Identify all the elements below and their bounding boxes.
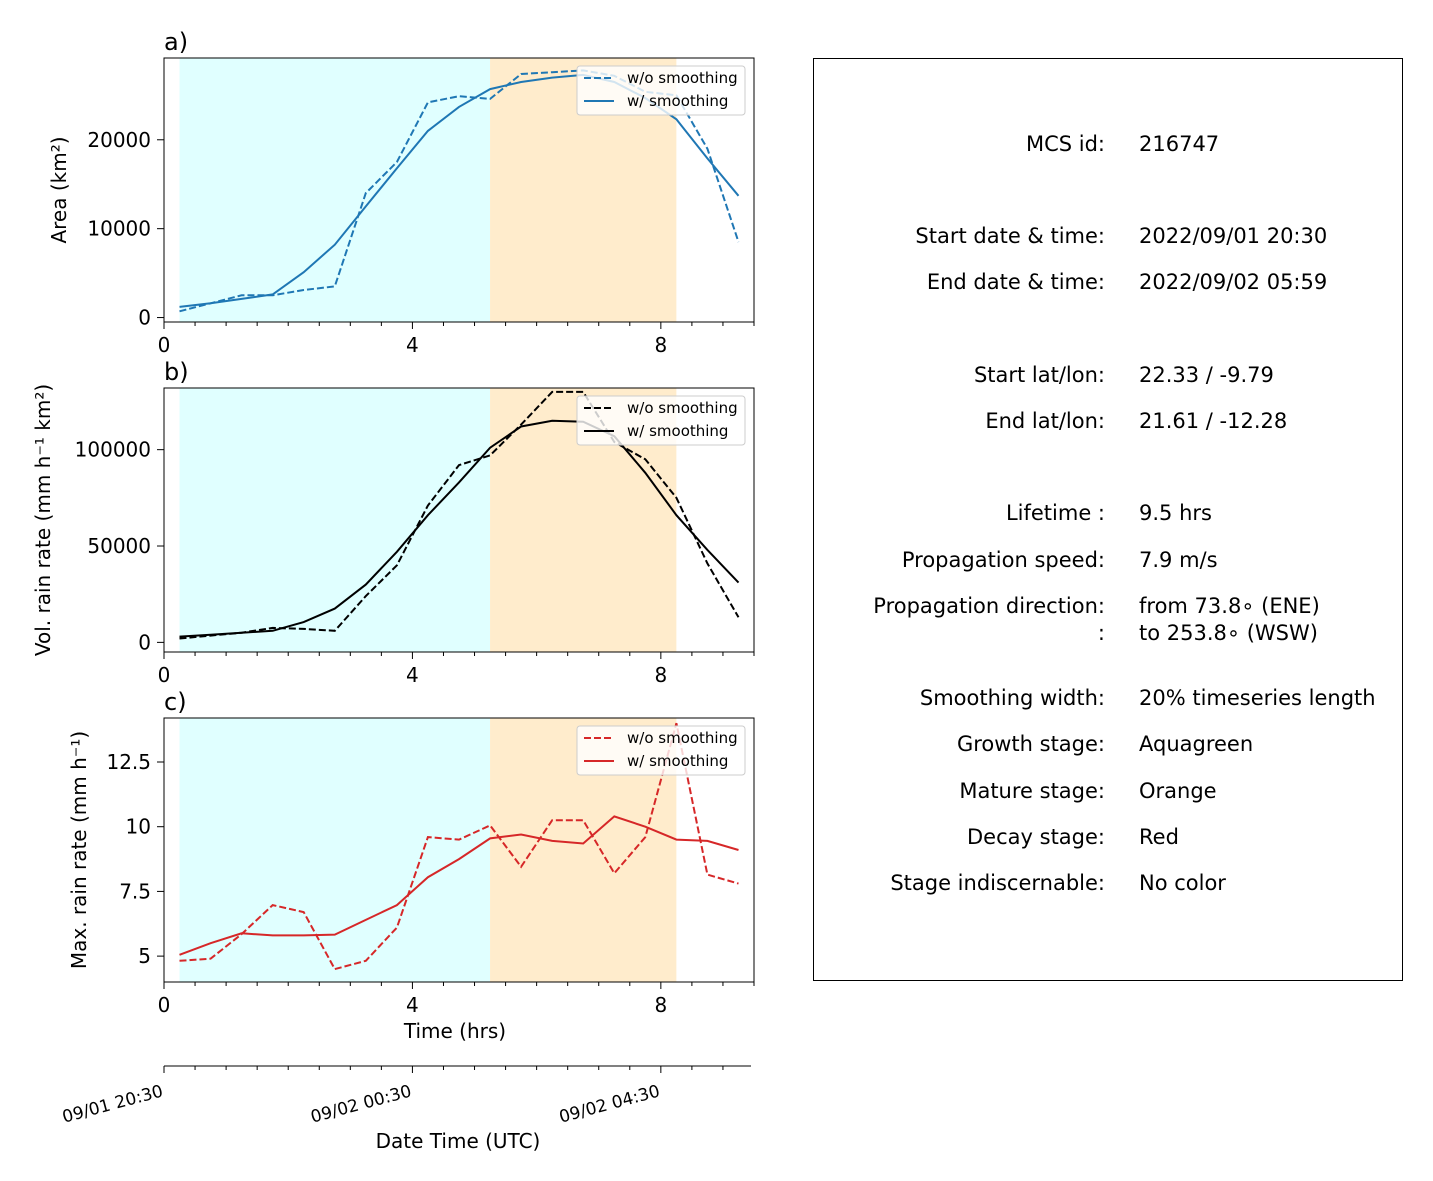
chart-panel-3: 0 4 8 5 7.5 10 12.5 c) Max. rain rate (mm h⁻¹) Ti…	[67, 688, 755, 1043]
info-value: 216747	[1139, 132, 1220, 156]
info-value: Orange	[1139, 779, 1217, 803]
legend-box	[576, 395, 746, 446]
info-value: 2022/09/01 20:30	[1139, 224, 1328, 248]
date-tick-label: 09/01 20:30	[60, 1082, 165, 1128]
info-key: Start lat/lon:	[973, 363, 1105, 387]
info-value: from 73.8∘ (ENE)	[1139, 594, 1320, 618]
info-key: Lifetime :	[1005, 501, 1105, 525]
info-value: Red	[1139, 825, 1179, 849]
x-tick-label: 0	[158, 333, 171, 357]
info-key: End date & time:	[926, 270, 1105, 294]
info-value: 20% timeseries length	[1139, 686, 1376, 710]
series-line-smoothed	[179, 815, 739, 956]
date-time-axis: 09/01 20:30 09/02 00:30 09/02 04:30 Date Ti…	[60, 1065, 751, 1153]
info-key: MCS id:	[1025, 132, 1105, 156]
y-tick-label: 5	[138, 944, 151, 968]
info-value: to 253.8∘ (WSW)	[1139, 621, 1318, 645]
date-tick-label: 09/02 04:30	[557, 1082, 662, 1128]
info-key: Stage indiscernable:	[890, 871, 1105, 895]
legend-label: w/ smoothing	[627, 752, 728, 770]
x-tick-label: 0	[158, 663, 171, 687]
info-value: 9.5 hrs	[1139, 501, 1212, 525]
y-tick-label: 0	[138, 306, 151, 330]
y-tick-label: 100000	[75, 438, 151, 462]
legend-label: w/ smoothing	[627, 422, 728, 440]
info-value: Aquagreen	[1139, 732, 1254, 756]
info-key: Start date & time:	[915, 224, 1105, 248]
info-value: 22.33 / -9.79	[1139, 363, 1274, 387]
legend-label: w/o smoothing	[627, 69, 738, 87]
info-key: :	[1097, 621, 1105, 645]
legend-label: w/ smoothing	[627, 92, 728, 110]
x-tick-label: 4	[406, 663, 419, 687]
info-value: 21.61 / -12.28	[1139, 409, 1288, 433]
chart-panel-2: 0 4 8 0 50000 100000 b) Vol. rain rate (mm h⁻¹ …	[31, 358, 755, 687]
legend-label: w/o smoothing	[627, 399, 738, 417]
info-key: Smoothing width:	[919, 686, 1105, 710]
series-line-unsmoothed	[179, 722, 739, 971]
y-tick-label: 7.5	[119, 879, 151, 903]
panel-label: b)	[164, 358, 189, 386]
y-axis-label: Vol. rain rate (mm h⁻¹ km²)	[31, 384, 55, 656]
growth-stage-shading	[179, 58, 491, 322]
date-axis-label: Date Time (UTC)	[376, 1129, 541, 1153]
y-tick-label: 0	[138, 630, 151, 654]
info-key: End lat/lon:	[985, 409, 1105, 433]
y-axis-label: Area (km²)	[47, 136, 71, 243]
y-tick-label: 12.5	[106, 750, 151, 774]
legend: w/o smoothing w/ smoothing	[576, 725, 746, 776]
info-key: Growth stage:	[956, 732, 1105, 756]
x-axis-label: Time (hrs)	[403, 1019, 506, 1043]
plot-frame	[163, 717, 755, 983]
y-tick-label: 50000	[87, 534, 151, 558]
info-key: Mature stage:	[959, 779, 1105, 803]
growth-stage-shading	[179, 388, 491, 652]
plot-frame	[163, 387, 755, 653]
info-value: 2022/09/02 05:59	[1139, 270, 1328, 294]
info-key: Propagation direction:	[873, 594, 1105, 618]
legend-label: w/o smoothing	[627, 729, 738, 747]
panel-label: c)	[164, 688, 187, 716]
y-axis-label: Max. rain rate (mm h⁻¹)	[67, 731, 91, 969]
x-tick-label: 0	[158, 993, 171, 1017]
plot-frame	[163, 57, 755, 323]
info-value: No color	[1139, 871, 1226, 895]
legend-box	[576, 65, 746, 116]
panel-label: a)	[164, 28, 188, 56]
mcs-info-panel: MCS id: 216747 Start date & time: 2022/0…	[813, 58, 1403, 981]
legend: w/o smoothing w/ smoothing	[576, 65, 746, 116]
y-tick-label: 10000	[87, 217, 151, 241]
y-tick-label: 20000	[87, 128, 151, 152]
info-key: Decay stage:	[967, 825, 1105, 849]
x-tick-label: 8	[654, 663, 667, 687]
y-tick-label: 10	[126, 815, 151, 839]
growth-stage-shading	[179, 718, 491, 982]
date-tick-label: 09/02 00:30	[309, 1082, 414, 1128]
series-line-unsmoothed	[179, 390, 740, 640]
legend-box	[576, 725, 746, 776]
x-tick-label: 4	[406, 333, 419, 357]
x-tick-label: 8	[654, 333, 667, 357]
series-line-smoothed	[179, 419, 740, 638]
x-tick-label: 8	[654, 993, 667, 1017]
legend: w/o smoothing w/ smoothing	[576, 395, 746, 446]
info-key: Propagation speed:	[901, 548, 1105, 572]
x-tick-label: 4	[406, 993, 419, 1017]
info-value: 7.9 m/s	[1139, 548, 1218, 572]
